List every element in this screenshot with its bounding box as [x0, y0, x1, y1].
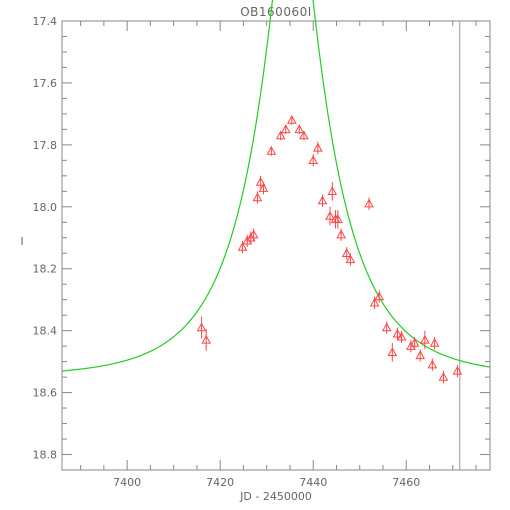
- model-curve: [61, 0, 491, 372]
- data-point: [333, 214, 343, 223]
- data-point: [374, 291, 385, 301]
- data-point: [201, 334, 212, 344]
- data-point: [415, 350, 426, 360]
- data-point: [325, 211, 335, 220]
- y-tick-label: 18.4: [33, 325, 58, 338]
- y-tick-label: 17.6: [33, 77, 58, 90]
- data-point: [336, 229, 346, 239]
- data-point: [420, 334, 430, 344]
- data-point: [313, 142, 323, 152]
- chart-title: OB160060I: [240, 5, 312, 19]
- data-point: [237, 242, 248, 251]
- data-point: [392, 328, 403, 338]
- y-tick-label: 18.8: [33, 449, 58, 462]
- data-point: [452, 365, 463, 375]
- data-point: [266, 146, 277, 155]
- data-point: [387, 347, 398, 357]
- data-point: [427, 359, 438, 369]
- data-point: [246, 232, 256, 242]
- data-point: [286, 115, 297, 124]
- data-point: [409, 338, 420, 347]
- plot-frame: [61, 20, 491, 471]
- y-axis-label: I: [20, 235, 23, 248]
- y-tick-label: 18.2: [33, 263, 58, 276]
- data-point: [294, 124, 305, 134]
- data-point: [429, 338, 440, 347]
- y-tick-label: 17.4: [33, 15, 58, 28]
- data-point: [317, 195, 328, 205]
- plot-area: 7400 7420 7440 7460 17.4 17.6 17.8 18.0 18.2 18.4…: [33, 0, 491, 489]
- data-point: [275, 130, 286, 140]
- data-point: [252, 192, 263, 202]
- data-point: [242, 235, 253, 245]
- data-point: [308, 155, 319, 165]
- data-point: [248, 229, 259, 239]
- data-point: [381, 322, 392, 332]
- data-point: [345, 254, 356, 264]
- x-axis-label: JD - 2450000: [239, 490, 312, 503]
- data-point: [396, 331, 407, 341]
- x-tick-label: 7440: [299, 476, 327, 489]
- x-tick-label: 7460: [392, 476, 420, 489]
- data-point: [369, 297, 380, 307]
- data-point: [299, 130, 309, 140]
- data-point: [258, 183, 269, 192]
- data-point: [280, 124, 291, 134]
- x-tick-label: 7400: [113, 476, 141, 489]
- data-point: [196, 322, 207, 332]
- data-point: [255, 176, 266, 186]
- data-point: [364, 198, 374, 208]
- y-tick-label: 18.6: [33, 387, 58, 400]
- data-point: [406, 341, 416, 350]
- data-point: [341, 248, 352, 257]
- data-point: [327, 186, 338, 196]
- y-tick-label: 18.0: [33, 201, 58, 214]
- data-point: [438, 372, 449, 381]
- y-tick-label: 17.8: [33, 139, 58, 152]
- x-tick-label: 7420: [206, 476, 234, 489]
